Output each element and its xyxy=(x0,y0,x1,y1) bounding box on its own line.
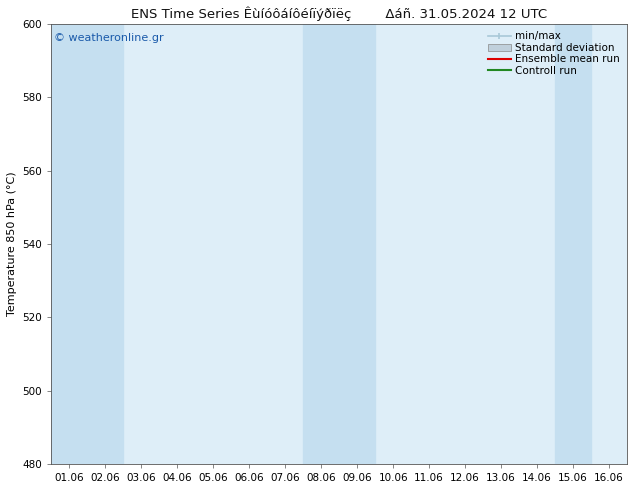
Legend: min/max, Standard deviation, Ensemble mean run, Controll run: min/max, Standard deviation, Ensemble me… xyxy=(486,29,622,78)
Bar xyxy=(51,24,87,464)
Text: © weatheronline.gr: © weatheronline.gr xyxy=(54,33,164,43)
Bar xyxy=(87,24,123,464)
Title: ENS Time Series Êùíóôáíôéíïýðïëç        Δáñ. 31.05.2024 12 UTC: ENS Time Series Êùíóôáíôéíïýðïëç Δáñ. 31… xyxy=(131,7,547,22)
Y-axis label: Temperature 850 hPa (°C): Temperature 850 hPa (°C) xyxy=(7,172,17,317)
Bar xyxy=(339,24,375,464)
Bar xyxy=(555,24,591,464)
Bar xyxy=(303,24,339,464)
